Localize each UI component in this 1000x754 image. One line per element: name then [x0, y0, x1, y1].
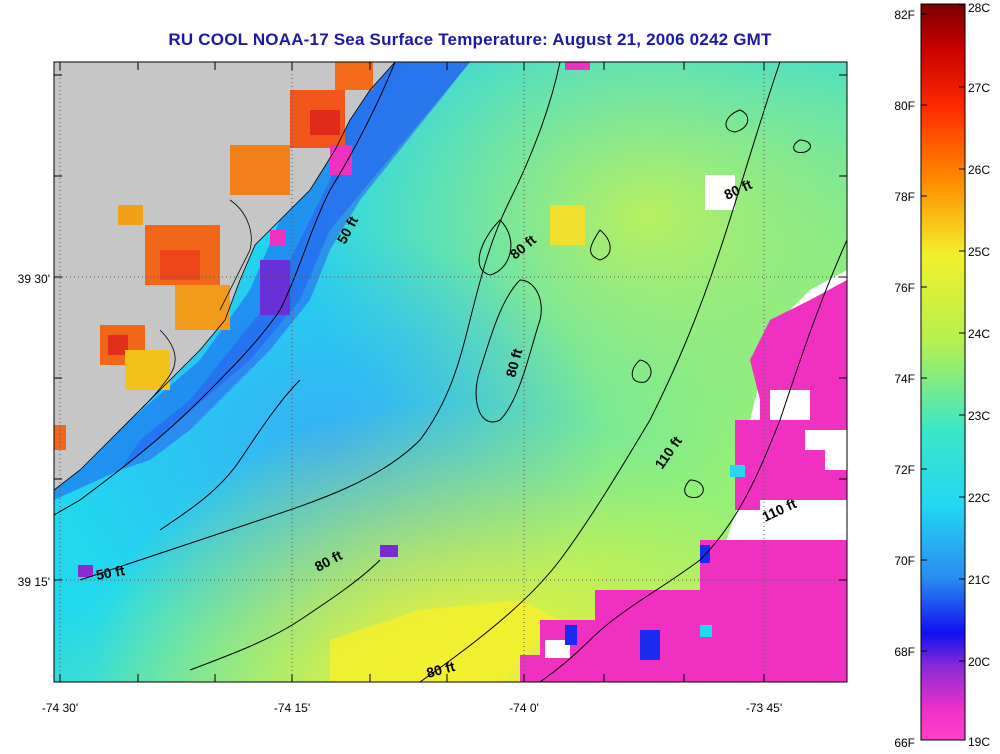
axis-ticks: [54, 62, 847, 682]
colorbar-f-label: 78F: [894, 190, 915, 204]
colorbar-c-label: 24C: [968, 327, 990, 341]
offshore-cold-pixels: [520, 280, 847, 682]
lat-lon-grid: [54, 62, 847, 682]
no-data-patch: [705, 175, 735, 210]
bathymetry-contours: [54, 62, 847, 682]
map-frame: [53, 61, 848, 683]
colorbar-f-label: 80F: [894, 99, 915, 113]
colorbar-f-label: 82F: [894, 8, 915, 22]
colorbar-f-label: 70F: [894, 554, 915, 568]
colorbar-c-label: 19C: [968, 735, 990, 749]
contour-label: 80 ft: [502, 347, 525, 379]
colorbar-c-label: 27C: [968, 81, 990, 95]
colorbar-f-label: 74F: [894, 372, 915, 386]
lon-label: -73 45': [746, 701, 782, 715]
colorbar-c-label: 21C: [968, 573, 990, 587]
coastal-cold-pixels: [78, 62, 590, 577]
colorbar-c-label: 23C: [968, 409, 990, 423]
colorbar-c-label: 22C: [968, 491, 990, 505]
colorbar-c-label: 20C: [968, 655, 990, 669]
warm-patch: [550, 205, 585, 245]
contour-label: 80 ft: [425, 658, 457, 681]
colorbar-c-label: 26C: [968, 163, 990, 177]
colorbar-f-label: 72F: [894, 463, 915, 477]
colorbar-f-label: 68F: [894, 645, 915, 659]
lon-label: -74 0': [509, 701, 539, 715]
contour-label: 50 ft: [95, 562, 126, 583]
map-title: RU COOL NOAA-17 Sea Surface Temperature:…: [168, 30, 772, 49]
lat-label: 39 30': [18, 272, 50, 286]
lon-label: -74 15': [274, 701, 310, 715]
colorbar-c-label: 25C: [968, 245, 990, 259]
lat-label: 39 15': [18, 575, 50, 589]
colorbar-c-label: 28C: [968, 1, 990, 15]
lon-label: -74 30': [42, 701, 78, 715]
colorbar-gradient: [920, 3, 966, 741]
colorbar-f-label: 76F: [894, 281, 915, 295]
colorbar-f-label: 66F: [894, 736, 915, 750]
coastal-warm-water: [54, 62, 373, 450]
